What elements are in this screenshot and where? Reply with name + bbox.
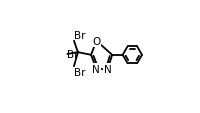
Text: O: O — [92, 36, 100, 46]
Text: Br: Br — [74, 31, 86, 41]
Text: N: N — [104, 64, 112, 74]
Text: N: N — [92, 64, 100, 74]
Text: Br: Br — [74, 67, 86, 77]
Text: Br: Br — [67, 49, 79, 59]
